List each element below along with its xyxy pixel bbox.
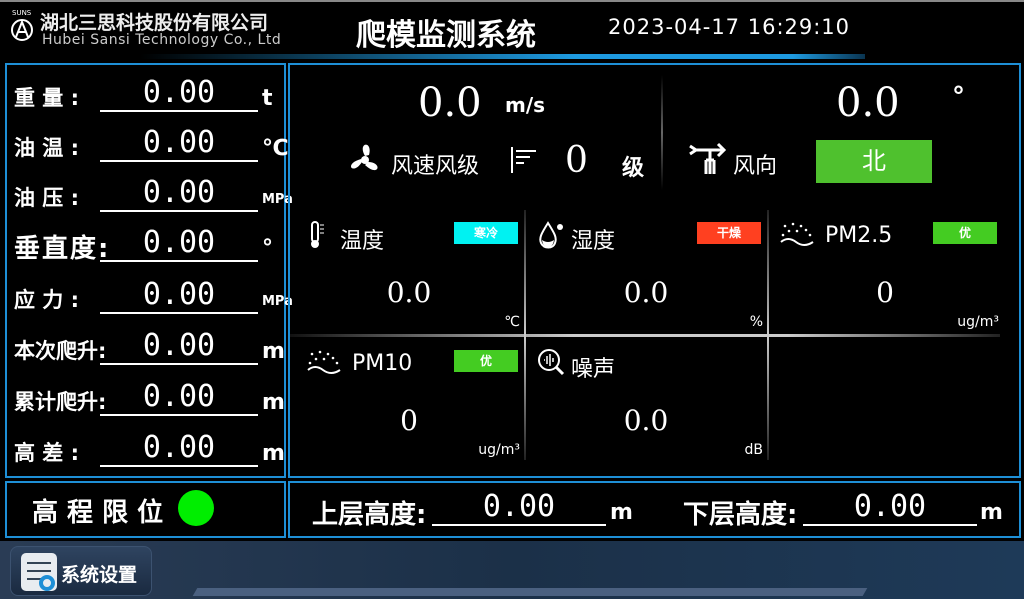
wind-vane-icon — [688, 140, 728, 184]
env-unit: ug/m³ — [478, 442, 520, 458]
wind-direction-badge: 北 — [816, 140, 932, 183]
limit-status-indicator — [178, 490, 214, 526]
company-name-cn: 湖北三思科技股份有限公司 — [40, 12, 269, 34]
fan-icon — [343, 140, 387, 184]
env-unit: dB — [744, 442, 764, 458]
measurement-panel — [5, 63, 286, 478]
lower-height-unit: m — [980, 500, 1003, 525]
measurement-unit: ℃ — [262, 136, 289, 161]
measurement-value: 0.00 — [100, 329, 258, 365]
measurement-label: 油 温 : — [14, 136, 80, 160]
measurement-unit: MPa — [262, 192, 293, 207]
measurement-unit: m — [262, 339, 285, 364]
wind-direction-unit: ° — [952, 82, 965, 112]
dust-icon — [306, 348, 342, 380]
env-status-badge: 干燥 — [697, 222, 761, 244]
measurement-unit: t — [262, 86, 273, 111]
wind-speed-value: 0.0 — [418, 80, 482, 126]
measurement-label: 本次爬升: — [14, 339, 107, 363]
height-panel — [288, 481, 1021, 538]
env-title: PM10 — [352, 351, 413, 376]
env-unit: % — [749, 314, 763, 330]
env-title: 温度 — [340, 229, 385, 254]
measurement-unit: m — [262, 390, 285, 415]
env-title: 湿度 — [571, 229, 616, 254]
lower-height-label: 下层高度: — [683, 500, 798, 530]
wind-level-value: 0 — [565, 140, 588, 181]
env-unit: ℃ — [504, 314, 520, 330]
env-value: 0.0 — [623, 276, 669, 309]
wind-speed-unit: m/s — [505, 93, 546, 117]
svg-text:SUNS: SUNS — [12, 9, 32, 17]
env-value: 0.0 — [386, 276, 432, 309]
env-status-badge: 寒冷 — [454, 222, 518, 244]
env-value: 0.0 — [623, 404, 669, 437]
env-unit: ug/m³ — [957, 314, 999, 330]
measurement-label: 油 压 : — [14, 186, 80, 210]
noise-icon — [537, 348, 565, 380]
wind-direction-text: 北 — [862, 147, 886, 175]
measurement-label: 累计爬升: — [14, 390, 107, 414]
upper-height-unit: m — [610, 500, 633, 525]
environment-panel — [288, 63, 1021, 478]
measurement-value: 0.00 — [100, 380, 258, 416]
measurement-unit: ° — [262, 236, 273, 261]
measurement-value: 0.00 — [100, 176, 258, 212]
grid-hline — [290, 334, 1000, 337]
limit-panel — [5, 481, 286, 538]
thermometer-icon — [306, 220, 328, 254]
header-divider — [140, 54, 865, 59]
upper-height-value: 0.00 — [432, 490, 606, 526]
page-title: 爬模监测系统 — [356, 18, 536, 53]
measurement-value: 0.00 — [100, 126, 258, 162]
upper-height-label: 上层高度: — [312, 500, 427, 530]
measurement-value: 0.00 — [100, 278, 258, 314]
wind-divider — [661, 75, 663, 190]
env-status-badge: 优 — [454, 350, 518, 372]
measurement-label: 重 量 : — [14, 86, 80, 110]
company-name-en: Hubei Sansi Technology Co., Ltd — [42, 32, 282, 48]
measurement-value: 0.00 — [100, 76, 258, 112]
settings-label: 系统设置 — [61, 564, 138, 586]
settings-button[interactable]: 系统设置 — [10, 546, 152, 596]
dust-icon — [779, 220, 815, 252]
measurement-unit: m — [262, 441, 285, 466]
limit-label: 高 程 限 位 — [32, 498, 164, 528]
wind-speed-label: 风速风级 — [391, 154, 480, 179]
env-title: 噪声 — [571, 357, 616, 382]
measurement-value: 0.00 — [100, 226, 258, 262]
measurement-unit: MPa — [262, 294, 293, 309]
measurement-label: 垂直度: — [14, 234, 111, 264]
wind-level-unit: 级 — [622, 156, 645, 181]
measurement-label: 应 力 : — [14, 288, 80, 312]
measurement-label: 高 差 : — [14, 441, 80, 465]
env-value: 0 — [876, 276, 894, 309]
footer-stripe — [192, 588, 868, 596]
measurement-value: 0.00 — [100, 431, 258, 467]
env-value: 0 — [400, 404, 418, 437]
datetime: 2023-04-17 16:29:10 — [608, 15, 851, 39]
lower-height-value: 0.00 — [803, 490, 977, 526]
wind-direction-label: 风向 — [733, 154, 778, 179]
water-drop-icon — [537, 220, 565, 254]
env-status-badge: 优 — [933, 222, 997, 244]
grid-vline — [767, 210, 769, 460]
env-title: PM2.5 — [825, 223, 893, 248]
grid-vline — [524, 210, 526, 460]
wind-level-icon — [510, 145, 538, 179]
settings-icon — [21, 553, 57, 591]
company-logo: SUNS — [8, 8, 40, 48]
wind-direction-degree: 0.0 — [836, 80, 900, 126]
